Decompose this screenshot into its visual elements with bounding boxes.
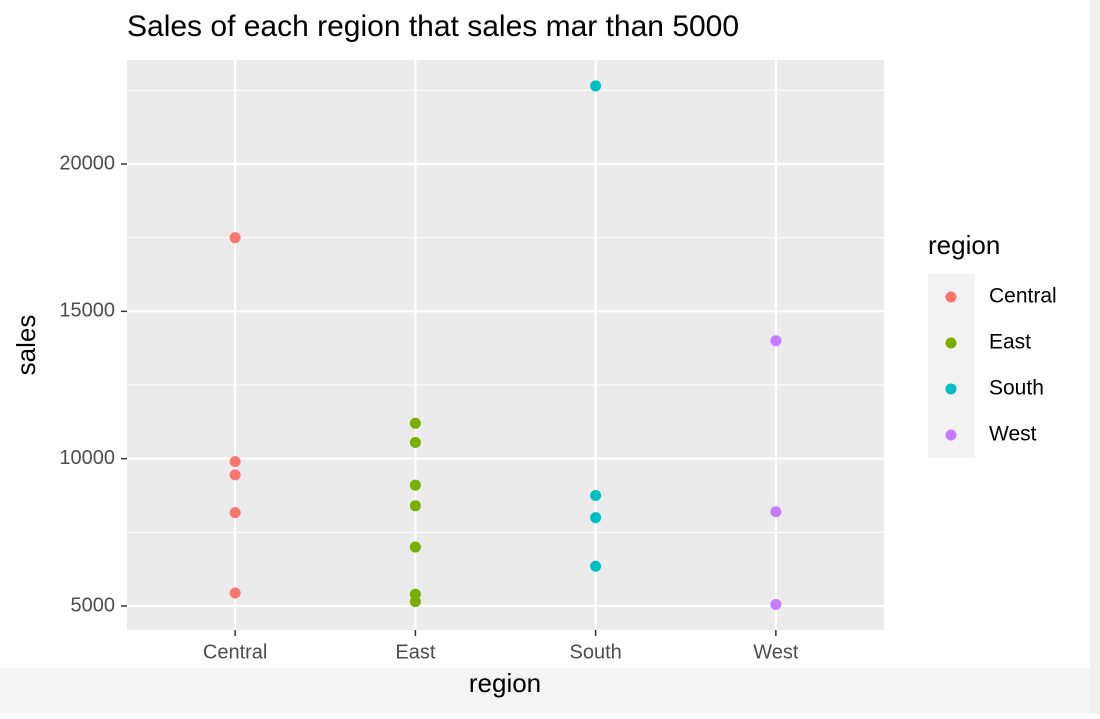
point xyxy=(409,436,421,448)
point xyxy=(770,335,782,347)
legend-title: region xyxy=(928,230,1000,260)
point xyxy=(229,469,241,481)
y-tick-label: 20000 xyxy=(59,152,115,174)
point xyxy=(590,80,602,92)
point xyxy=(229,456,241,468)
y-tick-label: 10000 xyxy=(59,447,115,469)
point xyxy=(409,417,421,429)
x-tick-label: East xyxy=(395,641,435,663)
point xyxy=(770,599,782,611)
legend-label: South xyxy=(989,377,1044,400)
legend-label: East xyxy=(989,331,1031,354)
right-edge xyxy=(1090,0,1100,714)
legend-key xyxy=(945,291,957,303)
panel xyxy=(127,60,884,630)
legend-key xyxy=(945,429,957,441)
x-axis-label: region xyxy=(469,668,541,698)
point xyxy=(229,232,241,244)
point xyxy=(229,587,241,599)
point xyxy=(770,506,782,518)
y-tick-label: 15000 xyxy=(59,300,115,322)
point xyxy=(590,560,602,572)
legend-label: Central xyxy=(989,285,1057,308)
x-tick-label: Central xyxy=(203,641,267,663)
point xyxy=(409,500,421,512)
y-axis-label: sales xyxy=(11,315,41,376)
legend-label: West xyxy=(989,423,1037,446)
legend-key xyxy=(945,383,957,395)
bottom-bar xyxy=(0,668,1090,714)
x-tick-label: South xyxy=(569,641,621,663)
legend-keys xyxy=(928,274,975,458)
point xyxy=(409,541,421,553)
point xyxy=(229,507,241,519)
x-tick-label: West xyxy=(753,641,799,663)
point xyxy=(409,596,421,608)
y-tick-label: 5000 xyxy=(71,594,116,616)
point xyxy=(590,489,602,501)
legend-key xyxy=(945,337,957,349)
point xyxy=(590,512,602,524)
point xyxy=(409,479,421,491)
chart-title: Sales of each region that sales mar than… xyxy=(127,10,739,43)
